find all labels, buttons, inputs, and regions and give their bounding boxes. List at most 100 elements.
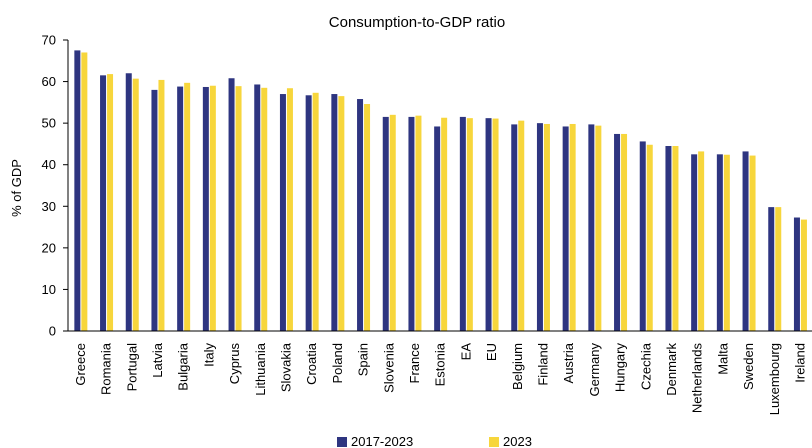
x-tick-label-latvia: Latvia — [150, 342, 165, 377]
bar-2017-2023-slovakia — [279, 94, 286, 332]
bar-2023-latvia — [158, 79, 165, 331]
bar-2017-2023-croatia — [305, 95, 312, 331]
y-tick-label: 50 — [42, 116, 56, 131]
bar-2017-2023-netherlands — [691, 154, 698, 331]
bar-2023-finland — [543, 123, 550, 331]
bar-2017-2023-hungary — [614, 133, 621, 331]
bar-2023-hungary — [621, 133, 628, 331]
bar-2023-france — [415, 115, 422, 331]
x-tick-label-malta: Malta — [715, 342, 730, 375]
x-tick-label-lithuania: Lithuania — [253, 342, 268, 396]
bar-2017-2023-ea — [459, 116, 466, 332]
y-axis-label: % of GDP — [9, 159, 24, 217]
bar-2023-cyprus — [235, 86, 242, 331]
bar-2023-malta — [723, 154, 730, 331]
bar-2017-2023-bulgaria — [177, 86, 184, 331]
bar-2017-2023-slovenia — [382, 116, 389, 332]
y-axis-ticks: 0 10 20 30 40 50 60 70 — [42, 33, 68, 339]
x-tick-label-germany: Germany — [587, 343, 602, 397]
bar-2023-bulgaria — [184, 82, 191, 331]
bar-2017-2023-finland — [536, 123, 543, 332]
x-tick-label-ireland: Ireland — [792, 343, 807, 383]
x-tick-label-finland: Finland — [535, 343, 550, 386]
legend-label-2023: 2023 — [503, 434, 532, 448]
x-tick-label-hungary: Hungary — [613, 343, 628, 393]
bar-2023-portugal — [132, 78, 139, 331]
x-tick-label-slovakia: Slovakia — [278, 342, 293, 392]
bar-2017-2023-poland — [331, 94, 338, 332]
x-tick-label-netherlands: Netherlands — [690, 343, 705, 414]
legend-swatch-2017-2023 — [337, 437, 347, 447]
bar-2023-eu — [492, 118, 499, 331]
bar-2023-estonia — [441, 117, 448, 331]
x-tick-label-estonia: Estonia — [433, 342, 448, 386]
bar-2017-2023-denmark — [665, 146, 672, 331]
bar-2017-2023-sweden — [742, 151, 749, 331]
y-tick-label: 30 — [42, 199, 56, 214]
bar-2017-2023-latvia — [151, 89, 158, 331]
x-tick-label-italy: Italy — [201, 343, 216, 367]
x-tick-label-greece: Greece — [73, 343, 88, 386]
bar-2017-2023-spain — [357, 99, 364, 331]
bar-2023-denmark — [672, 146, 679, 331]
x-tick-label-luxembourg: Luxembourg — [767, 343, 782, 415]
y-tick-label: 60 — [42, 74, 56, 89]
x-tick-label-austria: Austria — [561, 342, 576, 383]
bar-2023-czechia — [646, 144, 653, 331]
x-tick-label-romania: Romania — [99, 342, 114, 395]
bar-2023-ireland — [800, 219, 807, 331]
x-tick-label-belgium: Belgium — [510, 343, 525, 390]
y-tick-label: 20 — [42, 240, 56, 255]
bar-2017-2023-czechia — [639, 141, 646, 331]
bar-2017-2023-lithuania — [254, 84, 261, 331]
bar-2023-belgium — [518, 120, 525, 331]
bar-2023-spain — [364, 104, 371, 332]
legend-label-2017-2023: 2017-2023 — [351, 434, 413, 448]
bar-2017-2023-germany — [588, 124, 595, 331]
bar-2017-2023-malta — [716, 154, 723, 331]
x-tick-label-croatia: Croatia — [304, 342, 319, 385]
bar-2017-2023-belgium — [511, 124, 518, 331]
y-tick-label: 10 — [42, 282, 56, 297]
bar-2023-lithuania — [261, 87, 268, 331]
bar-2017-2023-greece — [74, 50, 81, 332]
x-tick-label-sweden: Sweden — [741, 343, 756, 390]
bar-2023-netherlands — [698, 151, 705, 331]
x-axis-ticks: Greece Romania Portugal Latvia Bulgaria Italy… — [73, 342, 808, 415]
x-tick-label-portugal: Portugal — [124, 343, 139, 392]
bar-2023-sweden — [749, 155, 756, 331]
bar-2023-greece — [81, 52, 88, 331]
bar-2017-2023-italy — [202, 86, 209, 332]
x-tick-label-cyprus: Cyprus — [227, 343, 242, 385]
y-tick-label: 40 — [42, 157, 56, 172]
y-tick-label: 0 — [49, 324, 56, 339]
legend-swatch-2023 — [489, 437, 499, 447]
bar-2017-2023-eu — [485, 118, 492, 331]
bar-2017-2023-ireland — [793, 217, 800, 331]
chart-title: Consumption-to-GDP ratio — [329, 14, 505, 31]
bar-2017-2023-romania — [100, 75, 107, 331]
bar-series — [74, 50, 807, 332]
bar-2023-germany — [595, 125, 602, 331]
bar-2017-2023-cyprus — [228, 78, 235, 331]
x-tick-label-france: France — [407, 343, 422, 383]
bar-2023-austria — [569, 123, 576, 331]
x-tick-label-eu: EU — [484, 343, 499, 361]
bar-2023-slovenia — [389, 114, 396, 331]
bar-2023-ea — [466, 118, 473, 331]
bar-2017-2023-france — [408, 116, 415, 332]
x-tick-label-ea: EA — [458, 343, 473, 361]
x-tick-label-poland: Poland — [330, 343, 345, 383]
bar-2023-luxembourg — [775, 207, 782, 331]
x-tick-label-slovenia: Slovenia — [381, 342, 396, 393]
bar-2017-2023-estonia — [434, 126, 441, 332]
bar-2023-slovakia — [286, 88, 293, 331]
bar-2023-croatia — [312, 92, 319, 331]
bar-2017-2023-portugal — [125, 73, 132, 331]
x-tick-label-bulgaria: Bulgaria — [176, 342, 191, 390]
bar-2023-italy — [209, 85, 216, 331]
x-tick-label-czechia: Czechia — [638, 342, 653, 390]
y-tick-label: 70 — [42, 33, 56, 48]
bar-2023-romania — [107, 74, 114, 332]
